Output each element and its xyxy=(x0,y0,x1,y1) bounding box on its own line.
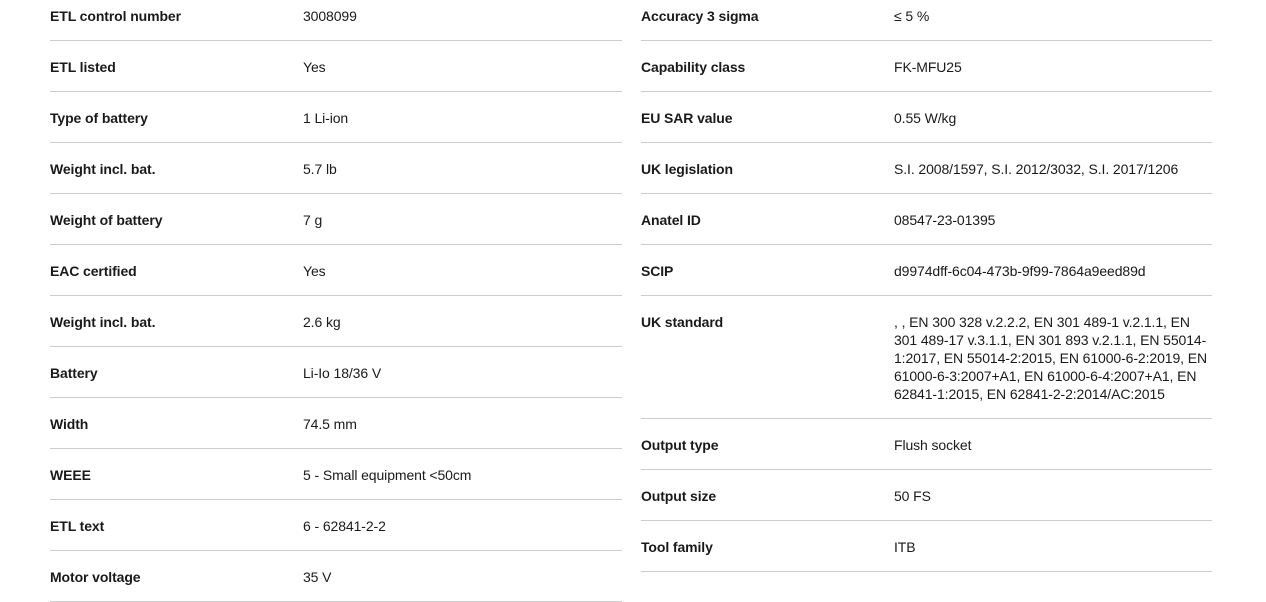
spec-label: ETL control number xyxy=(50,8,181,24)
spec-value: 6 - 62841-2-2 xyxy=(303,518,386,534)
spec-value: FK-MFU25 xyxy=(894,59,962,75)
spec-label: Weight incl. bat. xyxy=(50,161,156,177)
spec-label: Accuracy 3 sigma xyxy=(641,8,759,24)
spec-value: 2.6 kg xyxy=(303,314,341,330)
spec-value: Yes xyxy=(303,263,326,279)
spec-table-right: Accuracy 3 sigma ≤ 5 % Capability class FK-… xyxy=(641,0,1212,572)
spec-label: Width xyxy=(50,416,89,432)
spec-value: 3008099 xyxy=(303,8,357,24)
spec-row: Weight incl. bat. 5.7 lb xyxy=(50,143,622,194)
spec-label: SCIP xyxy=(641,263,674,279)
spec-value: Yes xyxy=(303,59,326,75)
spec-row: UK legislation S.I. 2008/1597, S.I. 2012/… xyxy=(641,143,1212,194)
spec-row: Type of battery 1 Li-ion xyxy=(50,92,622,143)
spec-row: ETL text 6 - 62841-2-2 xyxy=(50,500,622,551)
spec-label: EAC certified xyxy=(50,263,137,279)
spec-label: Weight incl. bat. xyxy=(50,314,156,330)
spec-label: Type of battery xyxy=(50,110,148,126)
spec-label: UK standard xyxy=(641,314,724,330)
spec-value: Flush socket xyxy=(894,437,972,453)
spec-row: EU SAR value 0.55 W/kg xyxy=(641,92,1212,143)
spec-row: SCIP d9974dff-6c04-473b-9f99-7864a9eed89d xyxy=(641,245,1212,296)
spec-row: Width 74.5 mm xyxy=(50,398,622,449)
spec-row: Output type Flush socket xyxy=(641,419,1212,470)
spec-row: WEEE 5 - Small equipment <50cm xyxy=(50,449,622,500)
spec-row: EAC certified Yes xyxy=(50,245,622,296)
spec-label: Tool family xyxy=(641,539,713,555)
spec-row: Battery Li-Io 18/36 V xyxy=(50,347,622,398)
spec-value: Li-Io 18/36 V xyxy=(303,365,382,381)
spec-row: Accuracy 3 sigma ≤ 5 % xyxy=(641,0,1212,41)
spec-value: d9974dff-6c04-473b-9f99-7864a9eed89d xyxy=(894,263,1146,279)
spec-value: 50 FS xyxy=(894,488,931,504)
spec-label: Anatel ID xyxy=(641,212,701,228)
spec-label: Motor voltage xyxy=(50,569,141,585)
spec-value: ≤ 5 % xyxy=(894,8,930,24)
spec-row: Tool family ITB xyxy=(641,521,1212,572)
spec-value: 5 - Small equipment <50cm xyxy=(303,467,472,483)
spec-label: ETL text xyxy=(50,518,105,534)
spec-value: 0.55 W/kg xyxy=(894,110,957,126)
spec-label: ETL listed xyxy=(50,59,116,75)
spec-value: ITB xyxy=(894,539,916,555)
spec-label: Capability class xyxy=(641,59,746,75)
spec-row: Output size 50 FS xyxy=(641,470,1212,521)
spec-label: UK legislation xyxy=(641,161,733,177)
spec-row: Anatel ID 08547-23-01395 xyxy=(641,194,1212,245)
spec-value: , , EN 300 328 v.2.2.2, EN 301 489-1 v.2… xyxy=(894,314,1207,402)
spec-value: 7 g xyxy=(303,212,323,228)
spec-label: Battery xyxy=(50,365,98,381)
spec-label: WEEE xyxy=(50,467,91,483)
spec-value: 35 V xyxy=(303,569,332,585)
spec-value: 08547-23-01395 xyxy=(894,212,996,228)
spec-table-left: ETL control number 3008099 ETL listed Yes Ty… xyxy=(50,0,622,602)
spec-row: Weight incl. bat. 2.6 kg xyxy=(50,296,622,347)
spec-label: Output size xyxy=(641,488,717,504)
spec-value: 1 Li-ion xyxy=(303,110,349,126)
spec-value: 5.7 lb xyxy=(303,161,337,177)
spec-row: Weight of battery 7 g xyxy=(50,194,622,245)
spec-label: EU SAR value xyxy=(641,110,733,126)
spec-row: ETL control number 3008099 xyxy=(50,0,622,41)
spec-row: UK standard , , EN 300 328 v.2.2.2, EN 30… xyxy=(641,296,1212,419)
spec-value: 74.5 mm xyxy=(303,416,357,432)
spec-label: Weight of battery xyxy=(50,212,163,228)
spec-value: S.I. 2008/1597, S.I. 2012/3032, S.I. 201… xyxy=(894,161,1179,177)
spec-row: Capability class FK-MFU25 xyxy=(641,41,1212,92)
spec-row: ETL listed Yes xyxy=(50,41,622,92)
spec-label: Output type xyxy=(641,437,719,453)
spec-row: Motor voltage 35 V xyxy=(50,551,622,602)
